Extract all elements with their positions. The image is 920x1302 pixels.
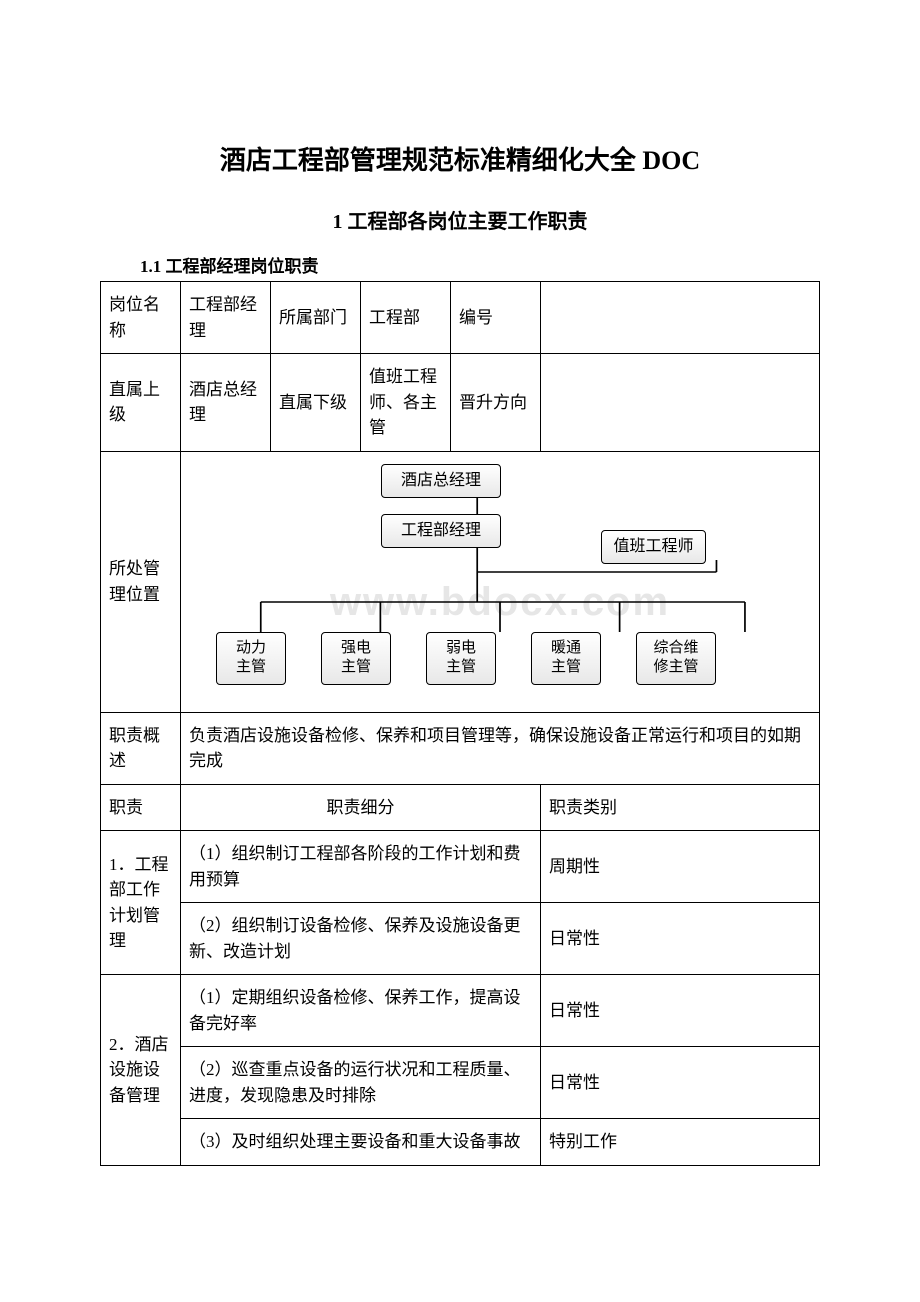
- summary-row: 职责概述 负责酒店设施设备检修、保养和项目管理等，确保设施设备正常运行和项目的如…: [101, 712, 820, 784]
- duties-col-duty: 职责: [101, 784, 181, 831]
- org-node-maintenance: 综合维 修主管: [636, 632, 716, 685]
- org-row: 所处管理位置 www.bdocx.com: [101, 451, 820, 712]
- summary-text: 负责酒店设施设备检修、保养和项目管理等，确保设施设备正常运行和项目的如期完成: [181, 712, 820, 784]
- dept-label: 所属部门: [271, 282, 361, 354]
- org-node-gm: 酒店总经理: [381, 464, 501, 499]
- org-chart: www.bdocx.com: [181, 452, 819, 712]
- duty-type: 日常性: [541, 1047, 820, 1119]
- job-spec-table: 岗位名称 工程部经理 所属部门 工程部 编号 直属上级 酒店总经理 直属下级 值…: [100, 281, 820, 1166]
- duties-col-type: 职责类别: [541, 784, 820, 831]
- section-heading: 1.1 工程部经理岗位职责: [140, 252, 820, 277]
- doc-title: 酒店工程部管理规范标准精细化大全 DOC: [100, 140, 820, 177]
- duty-item: （2）巡查重点设备的运行状况和工程质量、进度，发现隐患及时排除: [181, 1047, 541, 1119]
- org-chart-cell: www.bdocx.com: [181, 451, 820, 712]
- subordinate-label: 直属下级: [271, 354, 361, 452]
- duty-row: （2）组织制订设备检修、保养及设施设备更新、改造计划 日常性: [101, 903, 820, 975]
- duty-name-1: 1．工程部工作计划管理: [101, 831, 181, 975]
- duty-type: 特别工作: [541, 1119, 820, 1166]
- duty-row: （2）巡查重点设备的运行状况和工程质量、进度，发现隐患及时排除 日常性: [101, 1047, 820, 1119]
- number-value: [541, 282, 820, 354]
- org-node-hvac: 暖通 主管: [531, 632, 601, 685]
- org-node-power: 动力 主管: [216, 632, 286, 685]
- header-row-2: 直属上级 酒店总经理 直属下级 值班工程师、各主管 晋升方向: [101, 354, 820, 452]
- promotion-label: 晋升方向: [451, 354, 541, 452]
- position-label: 岗位名称: [101, 282, 181, 354]
- org-node-weak-elec: 弱电 主管: [426, 632, 496, 685]
- org-node-duty-engineer: 值班工程师: [601, 530, 706, 565]
- org-node-strong-elec: 强电 主管: [321, 632, 391, 685]
- position-value: 工程部经理: [181, 282, 271, 354]
- number-label: 编号: [451, 282, 541, 354]
- duty-item: （1）组织制订工程部各阶段的工作计划和费用预算: [181, 831, 541, 903]
- dept-value: 工程部: [361, 282, 451, 354]
- org-row-label: 所处管理位置: [101, 451, 181, 712]
- org-node-manager: 工程部经理: [381, 514, 501, 549]
- duty-item: （3）及时组织处理主要设备和重大设备事故: [181, 1119, 541, 1166]
- subordinate-value: 值班工程师、各主管: [361, 354, 451, 452]
- duty-item: （1）定期组织设备检修、保养工作，提高设备完好率: [181, 975, 541, 1047]
- duty-type: 日常性: [541, 903, 820, 975]
- superior-value: 酒店总经理: [181, 354, 271, 452]
- summary-label: 职责概述: [101, 712, 181, 784]
- duty-row: （3）及时组织处理主要设备和重大设备事故 特别工作: [101, 1119, 820, 1166]
- duties-col-detail: 职责细分: [181, 784, 541, 831]
- duty-row: 1．工程部工作计划管理 （1）组织制订工程部各阶段的工作计划和费用预算 周期性: [101, 831, 820, 903]
- superior-label: 直属上级: [101, 354, 181, 452]
- duty-type: 日常性: [541, 975, 820, 1047]
- duty-type: 周期性: [541, 831, 820, 903]
- duty-row: 2．酒店设施设备管理 （1）定期组织设备检修、保养工作，提高设备完好率 日常性: [101, 975, 820, 1047]
- duty-name-2: 2．酒店设施设备管理: [101, 975, 181, 1166]
- promotion-value: [541, 354, 820, 452]
- duty-item: （2）组织制订设备检修、保养及设施设备更新、改造计划: [181, 903, 541, 975]
- chapter-title: 1 工程部各岗位主要工作职责: [100, 205, 820, 234]
- header-row-1: 岗位名称 工程部经理 所属部门 工程部 编号: [101, 282, 820, 354]
- duties-header-row: 职责 职责细分 职责类别: [101, 784, 820, 831]
